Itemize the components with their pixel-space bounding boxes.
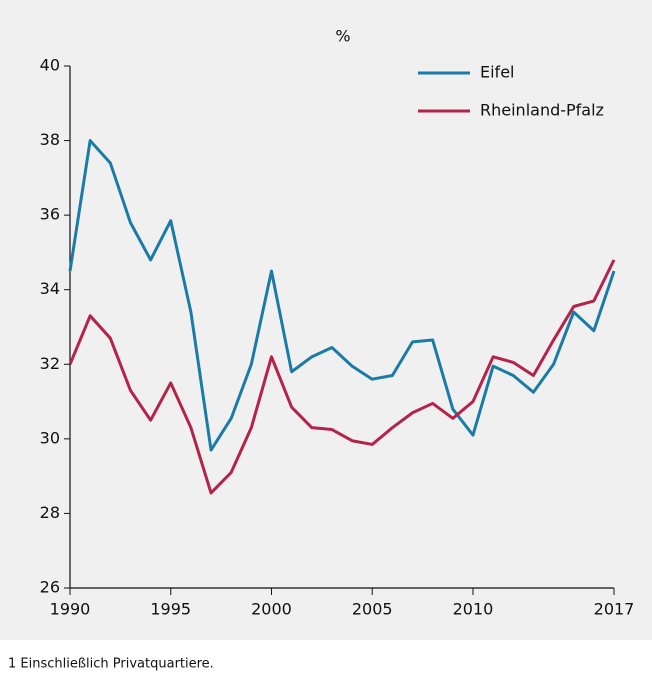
legend-label: Eifel	[480, 63, 514, 82]
line	[68, 139, 616, 452]
panel	[0, 0, 652, 640]
y-tick-label: 40	[40, 56, 60, 75]
x-tick-label: 2000	[251, 600, 292, 619]
footnote: 1 Einschließlich Privatquartiere.	[8, 657, 214, 672]
x-tick-label: 2005	[352, 600, 393, 619]
x-tick-label: 1995	[150, 600, 191, 619]
y-tick-label: 30	[40, 428, 60, 447]
y-tick-label: 38	[40, 130, 60, 149]
y-unit-label: %	[335, 27, 350, 46]
legend-label: Rheinland-Pfalz	[480, 101, 604, 120]
y-tick-label: 28	[40, 503, 60, 522]
x-tick-label: 2017	[594, 600, 635, 619]
y-tick-label: 34	[40, 279, 60, 298]
y-tick-label: 36	[40, 205, 60, 224]
y-tick-label: 26	[40, 578, 60, 597]
y-tick-label: 32	[40, 354, 60, 373]
x-tick-label: 2010	[453, 600, 494, 619]
x-tick-label: 1990	[50, 600, 91, 619]
line	[68, 259, 616, 495]
